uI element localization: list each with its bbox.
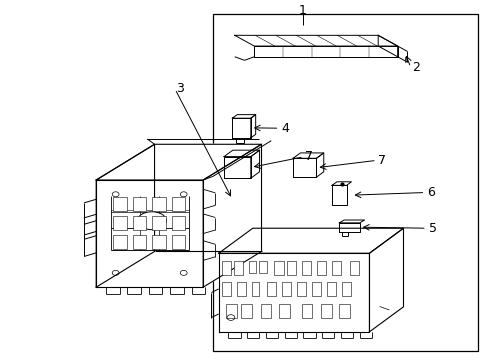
Polygon shape bbox=[224, 150, 259, 157]
Text: 2: 2 bbox=[411, 61, 419, 74]
Bar bbox=[274, 261, 283, 275]
Polygon shape bbox=[203, 144, 261, 287]
Bar bbox=[316, 261, 325, 275]
Bar bbox=[226, 303, 236, 318]
Bar bbox=[349, 261, 358, 275]
Bar bbox=[221, 261, 230, 275]
Bar bbox=[132, 235, 146, 249]
Bar bbox=[132, 197, 146, 211]
Bar bbox=[282, 282, 290, 296]
Polygon shape bbox=[292, 158, 316, 177]
Bar bbox=[233, 261, 243, 275]
Polygon shape bbox=[339, 220, 364, 223]
Polygon shape bbox=[377, 35, 397, 57]
Bar bbox=[279, 303, 289, 318]
Bar bbox=[301, 303, 311, 318]
Bar bbox=[152, 197, 165, 211]
Bar bbox=[326, 282, 336, 296]
Bar bbox=[152, 216, 165, 230]
Bar bbox=[297, 282, 305, 296]
Bar bbox=[261, 303, 271, 318]
Polygon shape bbox=[369, 228, 403, 332]
Polygon shape bbox=[254, 46, 397, 57]
Bar bbox=[342, 282, 351, 296]
Bar bbox=[132, 216, 146, 230]
Bar bbox=[241, 303, 251, 318]
Polygon shape bbox=[218, 228, 403, 253]
Text: 7: 7 bbox=[305, 150, 313, 163]
Polygon shape bbox=[316, 153, 323, 177]
Text: 7: 7 bbox=[377, 154, 386, 167]
Polygon shape bbox=[331, 182, 351, 185]
Bar bbox=[171, 235, 185, 249]
Bar bbox=[331, 261, 340, 275]
Bar bbox=[259, 261, 266, 273]
Bar bbox=[113, 197, 126, 211]
Bar bbox=[321, 303, 331, 318]
Polygon shape bbox=[218, 253, 369, 332]
Polygon shape bbox=[96, 180, 203, 287]
Ellipse shape bbox=[137, 212, 166, 230]
Polygon shape bbox=[292, 153, 323, 158]
Bar bbox=[221, 282, 230, 296]
Text: 1: 1 bbox=[298, 4, 306, 17]
Bar bbox=[311, 282, 321, 296]
Bar bbox=[236, 282, 245, 296]
Polygon shape bbox=[96, 144, 261, 180]
Polygon shape bbox=[331, 185, 346, 205]
Polygon shape bbox=[339, 223, 359, 232]
Bar bbox=[171, 216, 185, 230]
Text: 6: 6 bbox=[426, 186, 434, 199]
Text: 3: 3 bbox=[176, 82, 184, 95]
Polygon shape bbox=[232, 114, 255, 118]
Bar bbox=[171, 197, 185, 211]
Text: 5: 5 bbox=[428, 222, 436, 235]
Polygon shape bbox=[224, 157, 250, 178]
Text: 4: 4 bbox=[281, 122, 288, 135]
Bar bbox=[113, 216, 126, 230]
Bar bbox=[113, 235, 126, 249]
Bar bbox=[251, 282, 259, 296]
Polygon shape bbox=[250, 150, 259, 178]
Polygon shape bbox=[250, 114, 255, 138]
Bar bbox=[339, 303, 349, 318]
Bar bbox=[286, 261, 295, 275]
Bar bbox=[152, 235, 165, 249]
Bar bbox=[301, 261, 310, 275]
Bar bbox=[248, 261, 256, 273]
Polygon shape bbox=[232, 118, 250, 138]
Polygon shape bbox=[234, 35, 397, 46]
Bar bbox=[266, 282, 275, 296]
Polygon shape bbox=[96, 144, 154, 287]
Bar bbox=[212, 14, 477, 351]
